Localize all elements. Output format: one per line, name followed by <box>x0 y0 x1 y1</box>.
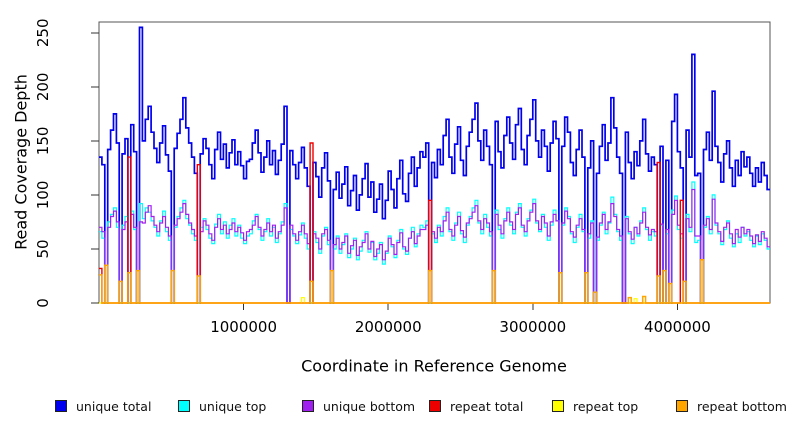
legend-swatch-unique-total-icon <box>55 400 67 412</box>
legend-label: repeat total <box>450 398 524 414</box>
legend-item-unique-total: unique total <box>55 397 151 415</box>
y-axis-title: Read Coverage Depth <box>11 74 31 250</box>
y-tick-label: 200 <box>34 73 52 102</box>
x-tick-label: 4000000 <box>644 318 711 336</box>
x-tick-label: 3000000 <box>499 318 566 336</box>
y-tick-label: 50 <box>34 239 52 258</box>
y-tick-label: 250 <box>34 18 52 47</box>
legend-label: repeat bottom <box>697 398 787 414</box>
legend: unique total unique top unique bottom re… <box>0 397 792 419</box>
y-tick-label: 0 <box>34 298 52 308</box>
legend-swatch-unique-top-icon <box>178 400 190 412</box>
legend-swatch-repeat-total-icon <box>429 400 441 412</box>
y-tick-label: 100 <box>34 181 52 210</box>
legend-item-unique-top: unique top <box>178 397 266 415</box>
legend-item-repeat-top: repeat top <box>552 397 638 415</box>
legend-swatch-repeat-bottom-icon <box>676 400 688 412</box>
x-axis-title: Coordinate in Reference Genome <box>301 356 567 376</box>
legend-item-repeat-bottom: repeat bottom <box>676 397 787 415</box>
legend-item-unique-bottom: unique bottom <box>302 397 415 415</box>
y-tick-label: 150 <box>34 127 52 156</box>
legend-swatch-unique-bottom-icon <box>302 400 314 412</box>
legend-label: unique total <box>76 398 152 414</box>
x-tick-label: 2000000 <box>355 318 422 336</box>
legend-label: unique bottom <box>323 398 416 414</box>
legend-swatch-repeat-top-icon <box>552 400 564 412</box>
legend-item-repeat-total: repeat total <box>429 397 523 415</box>
legend-label: repeat top <box>573 398 639 414</box>
series-repeat-bottom <box>99 259 770 304</box>
x-tick-label: 1000000 <box>210 318 277 336</box>
legend-label: unique top <box>199 398 267 414</box>
